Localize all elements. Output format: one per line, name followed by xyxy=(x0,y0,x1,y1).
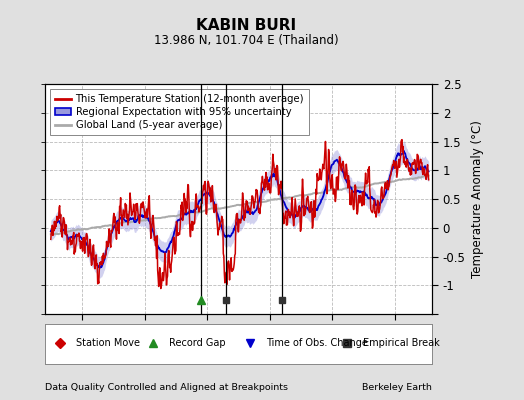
Text: Berkeley Earth: Berkeley Earth xyxy=(363,383,432,392)
Text: Empirical Break: Empirical Break xyxy=(363,338,439,348)
Y-axis label: Temperature Anomaly (°C): Temperature Anomaly (°C) xyxy=(471,120,484,278)
Text: KABIN BURI: KABIN BURI xyxy=(196,18,297,33)
Text: Time of Obs. Change: Time of Obs. Change xyxy=(266,338,367,348)
Text: Station Move: Station Move xyxy=(75,338,139,348)
Text: Data Quality Controlled and Aligned at Breakpoints: Data Quality Controlled and Aligned at B… xyxy=(45,383,288,392)
Text: 13.986 N, 101.704 E (Thailand): 13.986 N, 101.704 E (Thailand) xyxy=(154,34,339,47)
Legend: This Temperature Station (12-month average), Regional Expectation with 95% uncer: This Temperature Station (12-month avera… xyxy=(50,89,309,135)
Text: Record Gap: Record Gap xyxy=(169,338,225,348)
